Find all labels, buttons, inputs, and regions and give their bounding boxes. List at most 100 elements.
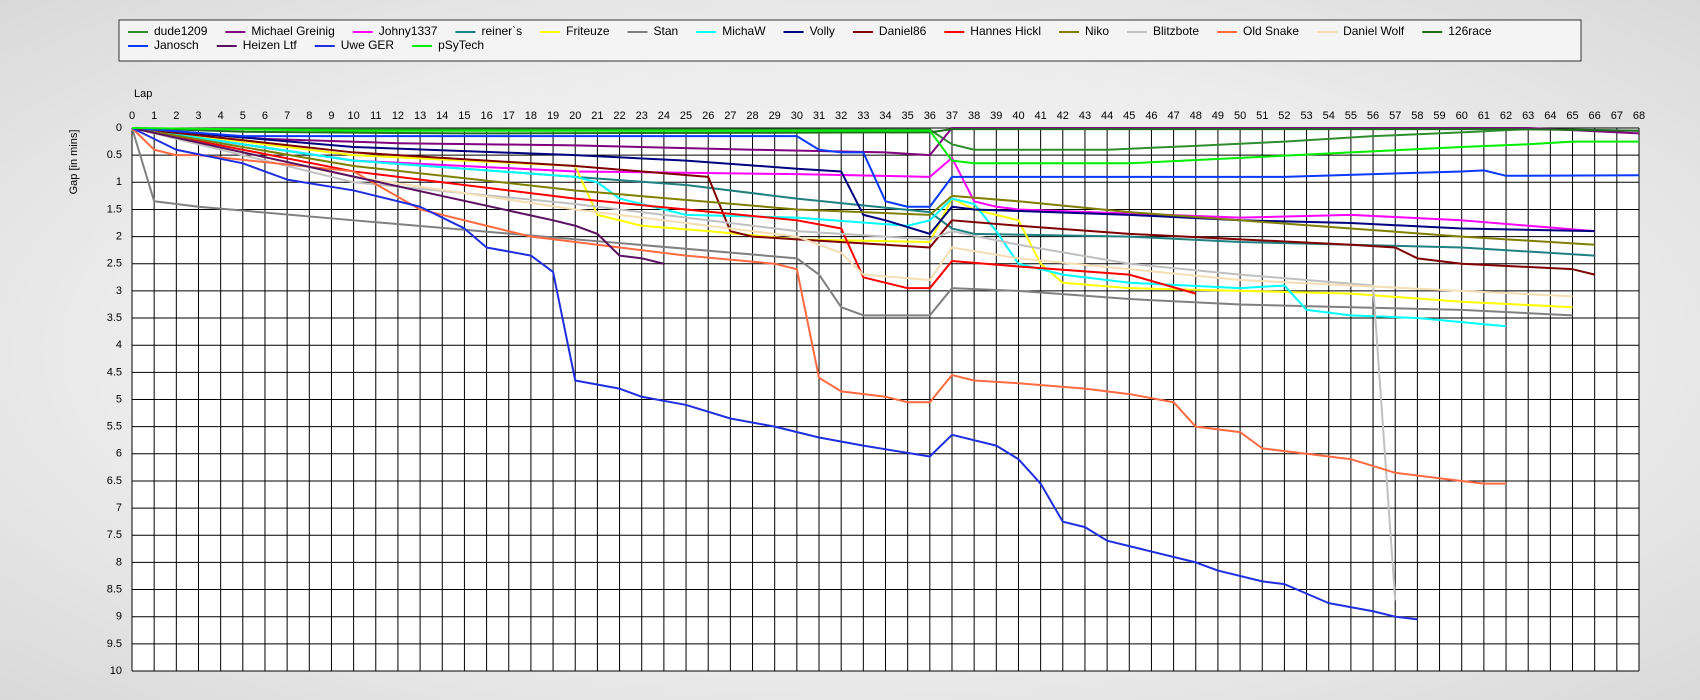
x-tick-label: 16 bbox=[480, 110, 492, 122]
x-tick-label: 56 bbox=[1367, 110, 1379, 122]
legend-label: Old Snake bbox=[1243, 24, 1299, 38]
x-tick-label: 3 bbox=[195, 110, 201, 122]
lines bbox=[131, 127, 1640, 621]
series-line bbox=[131, 127, 1397, 601]
x-tick-label: 53 bbox=[1300, 110, 1312, 122]
y-tick-label: 8 bbox=[116, 556, 122, 568]
x-tick-label: 64 bbox=[1544, 110, 1556, 122]
y-tick-label: 4 bbox=[116, 339, 122, 351]
grid bbox=[131, 127, 1640, 672]
series-line bbox=[131, 127, 665, 265]
legend-label: Friteuze bbox=[566, 24, 610, 38]
x-tick-label: 15 bbox=[458, 110, 470, 122]
y-tick-label: 10 bbox=[110, 665, 122, 677]
x-tick-label: 42 bbox=[1057, 110, 1069, 122]
x-tick-label: 47 bbox=[1167, 110, 1179, 122]
y-tick-label: 9 bbox=[116, 611, 122, 623]
x-tick-label: 55 bbox=[1345, 110, 1357, 122]
y-tick-label: 3.5 bbox=[107, 312, 122, 324]
series-line bbox=[131, 127, 1197, 295]
y-tick-label: 0.5 bbox=[107, 149, 122, 161]
series-line bbox=[131, 127, 1640, 208]
legend-label: Johny1337 bbox=[379, 24, 438, 38]
x-tick-label: 12 bbox=[392, 110, 404, 122]
x-tick-label: 38 bbox=[968, 110, 980, 122]
x-tick-label: 10 bbox=[347, 110, 359, 122]
series-line bbox=[131, 127, 1595, 246]
x-tick-label: 34 bbox=[879, 110, 891, 122]
x-tick-label: 24 bbox=[658, 110, 670, 122]
x-tick-label: 49 bbox=[1212, 110, 1224, 122]
legend-label: Daniel Wolf bbox=[1343, 24, 1405, 38]
x-tick-label: 39 bbox=[990, 110, 1002, 122]
y-tick-label: 0 bbox=[116, 122, 122, 134]
legend-label: Niko bbox=[1085, 24, 1109, 38]
legend-label: Daniel86 bbox=[879, 24, 927, 38]
y-tick-label: 7.5 bbox=[107, 529, 122, 541]
legend-label: Blitzbote bbox=[1153, 24, 1199, 38]
x-tick-label: 44 bbox=[1101, 110, 1113, 122]
legend-label: Heizen Ltf bbox=[243, 38, 298, 52]
legend-label: Stan bbox=[654, 24, 679, 38]
x-tick-label: 18 bbox=[525, 110, 537, 122]
x-tick-label: 65 bbox=[1566, 110, 1578, 122]
legend-label: reiner`s bbox=[481, 24, 522, 38]
x-tick-label: 5 bbox=[240, 110, 246, 122]
x-tick-label: 14 bbox=[436, 110, 448, 122]
series-line bbox=[131, 127, 1573, 298]
x-tick-label: 0 bbox=[129, 110, 135, 122]
series-line bbox=[131, 127, 1640, 157]
x-tick-label: 20 bbox=[569, 110, 581, 122]
y-tick-label: 4.5 bbox=[107, 366, 122, 378]
legend: dude1209 Michael Greinig Johny1337 reiner`s… bbox=[128, 24, 1492, 52]
x-tick-label: 54 bbox=[1323, 110, 1335, 122]
y-tick-label: 6 bbox=[116, 448, 122, 460]
x-tick-label: 9 bbox=[328, 110, 334, 122]
legend-label: pSyTech bbox=[438, 38, 484, 52]
series-line bbox=[131, 127, 1595, 235]
y-axis-label: Gap [in mins] bbox=[68, 130, 80, 195]
x-tick-label: 21 bbox=[591, 110, 603, 122]
x-tick-label: 66 bbox=[1589, 110, 1601, 122]
x-tick-label: 29 bbox=[769, 110, 781, 122]
x-tick-label: 67 bbox=[1611, 110, 1623, 122]
x-tick-label: 40 bbox=[1012, 110, 1024, 122]
y-tick-label: 5.5 bbox=[107, 421, 122, 433]
x-tick-label: 32 bbox=[835, 110, 847, 122]
x-tick-label: 22 bbox=[613, 110, 625, 122]
x-tick-label: 50 bbox=[1234, 110, 1246, 122]
series-line bbox=[131, 127, 1418, 621]
x-tick-label: 60 bbox=[1456, 110, 1468, 122]
x-tick-label: 1 bbox=[151, 110, 157, 122]
x-tick-label: 25 bbox=[680, 110, 692, 122]
legend-label: MichaW bbox=[722, 24, 766, 38]
x-tick-label: 7 bbox=[284, 110, 290, 122]
x-tick-label: 36 bbox=[924, 110, 936, 122]
x-tick-label: 52 bbox=[1278, 110, 1290, 122]
x-tick-label: 27 bbox=[724, 110, 736, 122]
series-line bbox=[131, 127, 1595, 233]
x-tick-label: 61 bbox=[1478, 110, 1490, 122]
x-tick-label: 57 bbox=[1389, 110, 1401, 122]
x-tick-label: 2 bbox=[173, 110, 179, 122]
x-tick-label: 17 bbox=[503, 110, 515, 122]
x-tick-label: 26 bbox=[702, 110, 714, 122]
x-tick-label: 35 bbox=[902, 110, 914, 122]
x-tick-label: 8 bbox=[306, 110, 312, 122]
x-tick-label: 28 bbox=[746, 110, 758, 122]
legend-label: Janosch bbox=[154, 38, 199, 52]
x-tick-label: 59 bbox=[1433, 110, 1445, 122]
legend-label: 126race bbox=[1448, 24, 1492, 38]
legend-label: Hannes Hickl bbox=[970, 24, 1041, 38]
legend-label: Michael Greinig bbox=[251, 24, 334, 38]
series-line bbox=[131, 127, 1639, 165]
y-tick-label: 1 bbox=[116, 176, 122, 188]
x-tick-label: 45 bbox=[1123, 110, 1135, 122]
x-tick-label: 19 bbox=[547, 110, 559, 122]
x-tick-label: 4 bbox=[218, 110, 224, 122]
y-tick-label: 1.5 bbox=[107, 203, 122, 215]
x-tick-label: 30 bbox=[791, 110, 803, 122]
legend-label: Volly bbox=[810, 24, 835, 38]
x-tick-label: 41 bbox=[1035, 110, 1047, 122]
